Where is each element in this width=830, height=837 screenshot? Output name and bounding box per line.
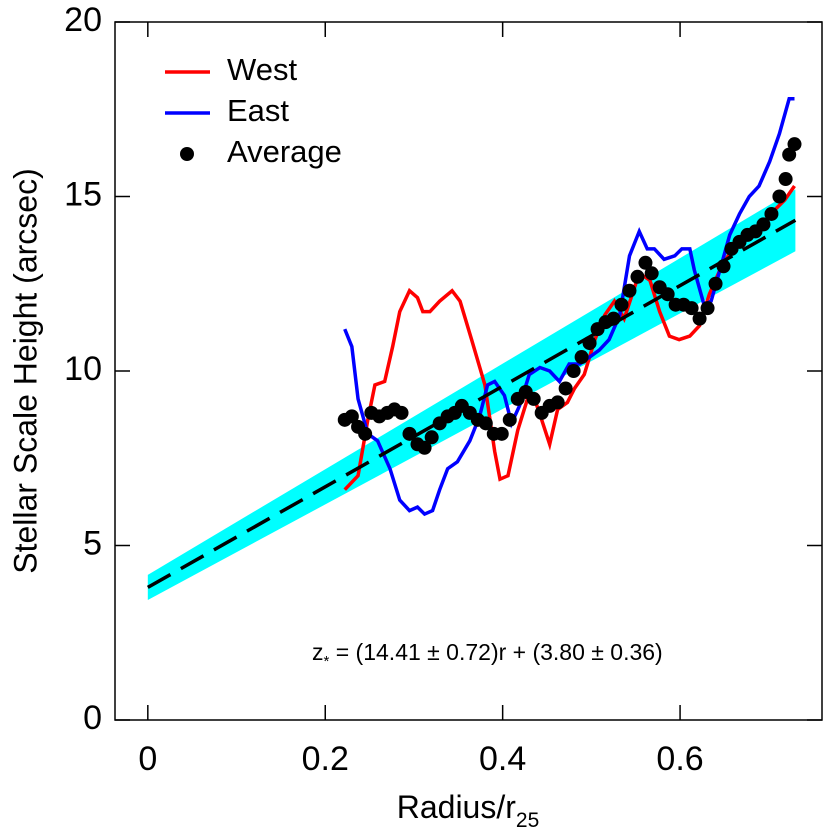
data-point [344,409,359,424]
data-point [358,426,373,441]
data-point [764,206,779,221]
x-tick-label: 0 [138,740,157,778]
data-point [692,311,707,326]
data-point [582,336,597,351]
data-point [402,426,417,441]
y-tick-label: 10 [64,350,102,388]
data-point [778,172,793,187]
legend-label: West [227,52,297,87]
data-point [684,301,699,316]
data-point [638,255,653,270]
data-point [660,287,675,302]
x-tick-label: 0.2 [302,740,349,778]
data-point [708,276,723,291]
data-point [622,283,637,298]
y-axis-label: Stellar Scale Height (arcsec) [7,168,43,573]
y-tick-label: 20 [64,1,102,39]
data-point [417,440,432,455]
data-point [558,381,573,396]
data-point [787,137,802,152]
legend-label: Average [227,134,342,169]
x-axis-label: Radius/r25 [397,789,540,832]
data-point [574,350,589,365]
data-point [700,301,715,316]
data-point [644,266,659,281]
data-point [502,412,517,427]
x-axis-label-sub: 25 [516,809,539,832]
data-point [614,297,629,312]
data-point [566,364,581,378]
y-tick-label: 0 [83,699,102,737]
legend-swatch [180,147,194,161]
fit-line [146,218,797,589]
data-point [630,269,645,284]
data-point [716,259,731,274]
data-point [478,416,493,431]
data-point [494,426,509,441]
y-tick-label: 5 [83,524,102,562]
x-tick-label: 0.4 [479,740,526,778]
plot-frame [114,21,823,721]
data-point [550,395,565,410]
annotation-rest: = (14.41 ± 0.72)r + (3.80 ± 0.36) [329,639,662,665]
x-tick-label: 0.6 [656,740,703,778]
y-tick-label: 15 [64,175,102,213]
data-point [772,189,787,204]
data-point [424,430,439,445]
annotation-main: z [312,639,324,665]
data-point [526,391,541,406]
annotation-sub: * [324,653,330,670]
x-axis-label-main: Radius/r [397,789,517,825]
data-point [606,311,621,326]
data-point [394,405,409,420]
fit-annotation: z* = (14.41 ± 0.72)r + (3.80 ± 0.36) [312,639,663,670]
legend-label: East [227,93,289,128]
data-point [756,217,771,232]
fit-uncertainty-band [147,189,796,600]
data-point [782,147,797,162]
